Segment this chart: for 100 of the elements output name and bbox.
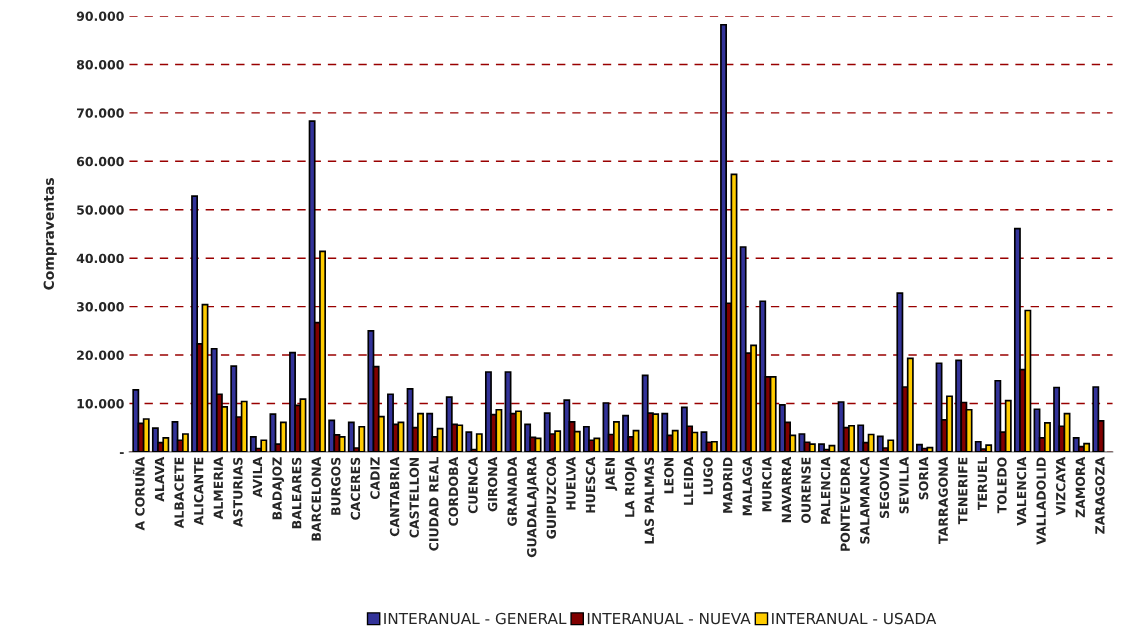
y-tick-label: 20.000 [77, 350, 124, 360]
y-tick-label: 30.000 [77, 302, 124, 312]
bar [857, 424, 865, 452]
x-tick-label: ALICANTE [193, 457, 204, 526]
x-tick-label: GRANADA [507, 456, 517, 526]
x-tick-label: LAS PALMAS [644, 457, 655, 544]
bar [671, 429, 679, 452]
x-tick-label: SEGOVIA [879, 456, 890, 518]
x-tick-label: MADRID [723, 457, 733, 513]
bar [543, 412, 551, 452]
x-tick-label: BALEARES [291, 457, 302, 529]
x-tick-label: CADIZ [370, 457, 380, 500]
bar [524, 423, 532, 452]
x-tick-label: VIZCAYA [1055, 456, 1066, 516]
x-tick-label: ALAVA [154, 456, 165, 502]
bar [142, 418, 150, 452]
x-tick-label: ALBACETE [174, 457, 184, 529]
bar [240, 400, 248, 452]
x-tick-label: HUESCA [585, 456, 596, 513]
bar [1072, 437, 1080, 452]
bar [661, 412, 669, 452]
bar [1013, 227, 1021, 452]
x-tick-label: ZARAGOZA [1095, 456, 1105, 534]
bar [1092, 386, 1100, 452]
bar [769, 376, 777, 452]
x-tick-label: OURENSE [801, 457, 811, 524]
bar [710, 440, 718, 452]
bar [896, 292, 904, 452]
bar [1004, 399, 1012, 452]
x-tick-label: CANTABRIA [389, 456, 400, 537]
bar [308, 120, 316, 452]
y-tick-label: 50.000 [77, 205, 124, 215]
y-tick-label: - [119, 452, 124, 454]
bar [249, 436, 257, 452]
x-tick-label: PALENCIA [820, 456, 831, 524]
bar [759, 300, 767, 452]
bar [612, 421, 620, 452]
x-tick-label: CACERES [350, 457, 361, 520]
x-tick-label: NAVARRA [781, 456, 791, 523]
bar [1053, 386, 1061, 452]
bar [994, 379, 1002, 452]
y-tick-label: 70.000 [77, 108, 124, 118]
legend-label: INTERANUAL - GENERAL [384, 612, 567, 625]
bar [622, 414, 630, 452]
x-tick-label: LUGO [703, 457, 713, 495]
y-tick-label: 80.000 [76, 59, 124, 70]
x-tick-label: GUADALAJARA [527, 456, 539, 558]
x-tick-label: BURGOS [331, 457, 341, 515]
x-tick-label: LEON [664, 457, 674, 494]
x-tick-label: GUIPUZCOA [546, 456, 557, 539]
x-tick-label: SEVILLA [899, 456, 909, 514]
bar [916, 443, 923, 452]
y-tick-label: 60.000 [76, 156, 124, 167]
x-tick-label: JAEN [605, 457, 618, 491]
x-tick-label: TOLEDO [997, 457, 1007, 514]
x-tick-label: LLEIDA [683, 456, 694, 505]
bar [269, 413, 277, 452]
bar [181, 433, 189, 452]
bar [151, 427, 159, 452]
x-tick-label: MALAGA [742, 456, 752, 516]
y-tick-label: 40.000 [76, 253, 124, 264]
bar [465, 431, 473, 452]
bar [974, 440, 982, 452]
bar [808, 443, 816, 452]
x-tick-label: ZAMORA [1075, 456, 1086, 518]
x-tick-label: HUELVA [566, 456, 576, 510]
x-tick-label: SORIA [918, 456, 929, 500]
x-tick-label: MURCIA [762, 456, 772, 512]
x-tick-label: LA RIOJA [624, 456, 637, 517]
x-tick-label: BARCELONA [311, 456, 321, 541]
bar [406, 388, 414, 452]
x-tick-label: VALLADOLID [1036, 457, 1046, 545]
bar [132, 389, 140, 452]
bar [475, 433, 483, 452]
bar [279, 421, 287, 452]
x-tick-label: TERUEL [977, 457, 988, 511]
x-tick-label: BADAJOZ [272, 457, 285, 520]
bar [563, 399, 571, 452]
x-tick-label: CIUDAD REAL [429, 457, 439, 551]
x-tick-label: CUENCA [468, 456, 478, 514]
bar [720, 23, 727, 452]
x-tick-label: ASTURIAS [233, 457, 243, 528]
bar [426, 412, 434, 452]
x-tick-label: A CORUÑA [132, 456, 145, 531]
x-tick-label: VALENCIA [1016, 456, 1027, 526]
legend-label: INTERANUAL - NUEVA [587, 612, 751, 625]
bar [906, 357, 914, 452]
x-tick-label: GIRONA [487, 456, 498, 512]
bar [876, 435, 884, 452]
y-tick-label: 90.000 [76, 11, 124, 21]
y-tick-label: 10.000 [77, 398, 124, 409]
bar [818, 443, 825, 452]
x-tick-label: CASTELLON [409, 457, 419, 538]
x-tick-label: TARRAGONA [938, 456, 948, 544]
x-tick-label: CORDOBA [448, 456, 459, 526]
x-tick-label: SALAMANCA [860, 456, 870, 544]
bar [191, 195, 199, 452]
legend-label: INTERANUAL - USADA [772, 612, 937, 625]
y-axis-title: Compraventas [43, 178, 57, 290]
x-tick-label: ALMERIA [213, 456, 223, 520]
